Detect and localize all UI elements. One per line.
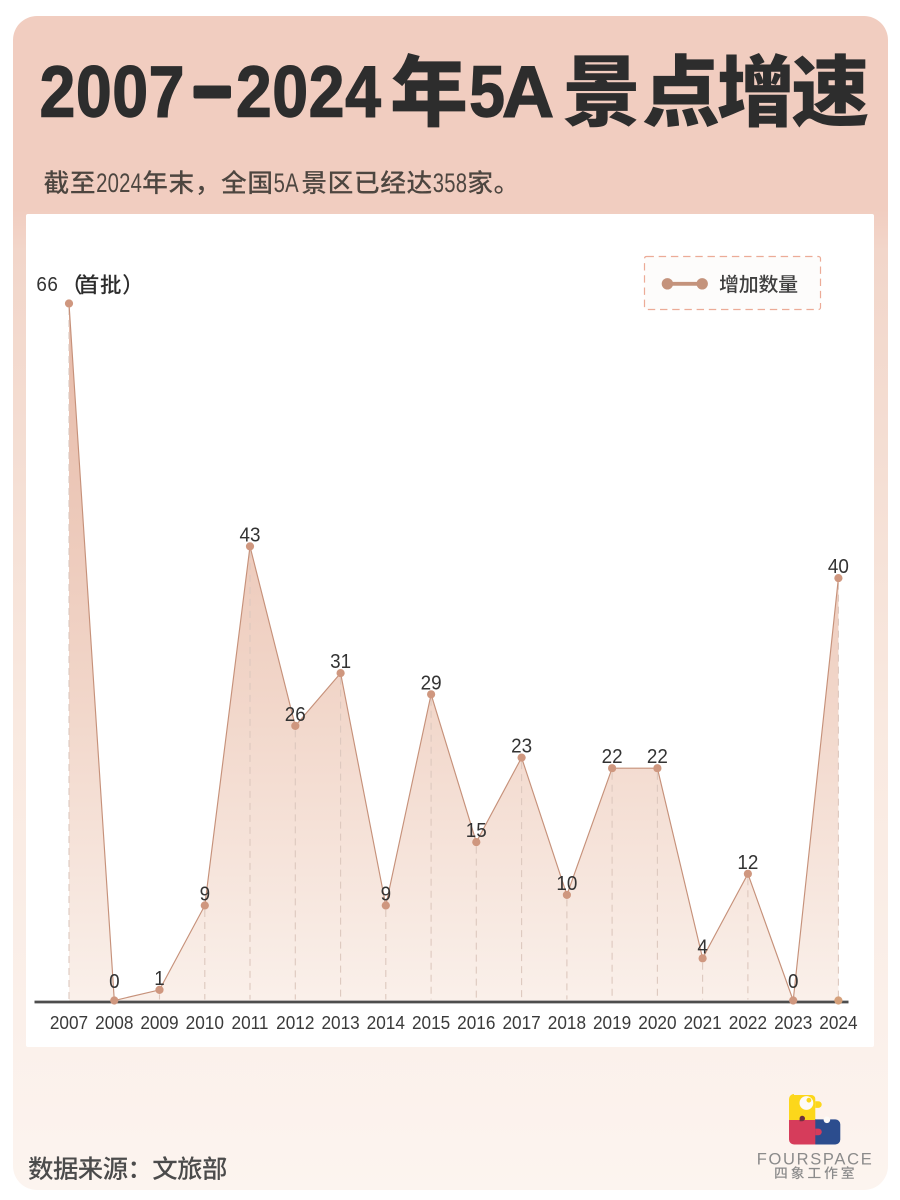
svg-text:22: 22: [647, 746, 668, 769]
svg-text:0: 0: [108, 168, 119, 199]
svg-text:3: 3: [433, 168, 444, 199]
svg-text:5: 5: [469, 52, 505, 132]
svg-text:23: 23: [511, 735, 532, 758]
svg-text:2009: 2009: [140, 1013, 178, 1034]
svg-text:2008: 2008: [95, 1013, 133, 1034]
svg-text:4: 4: [697, 936, 708, 959]
svg-text:2: 2: [40, 52, 76, 132]
svg-text:2018: 2018: [548, 1013, 586, 1034]
svg-text:15: 15: [466, 819, 487, 842]
svg-text:2020: 2020: [638, 1013, 676, 1034]
svg-text:2016: 2016: [457, 1013, 495, 1034]
svg-text:2015: 2015: [412, 1013, 450, 1034]
svg-text:2023: 2023: [774, 1013, 812, 1034]
svg-text:40: 40: [828, 555, 849, 578]
svg-text:0: 0: [109, 970, 120, 993]
svg-text:22: 22: [602, 746, 623, 769]
svg-text:12: 12: [737, 851, 758, 874]
svg-text:A: A: [502, 52, 554, 132]
svg-text:4: 4: [345, 52, 381, 132]
svg-text:4: 4: [131, 168, 142, 199]
svg-text:2017: 2017: [502, 1013, 540, 1034]
svg-text:2011: 2011: [232, 1013, 269, 1034]
svg-text:9: 9: [200, 883, 211, 906]
svg-text:1: 1: [154, 967, 164, 990]
svg-text:A: A: [285, 168, 299, 199]
svg-text:2024: 2024: [819, 1013, 857, 1034]
svg-text:2012: 2012: [276, 1013, 314, 1034]
svg-text:31: 31: [330, 650, 351, 673]
svg-text:2019: 2019: [593, 1013, 631, 1034]
svg-text:8: 8: [456, 168, 467, 199]
svg-text:2: 2: [236, 52, 272, 132]
svg-text:FOURSPACE: FOURSPACE: [757, 1150, 874, 1168]
svg-text:26: 26: [285, 703, 306, 726]
svg-text:2010: 2010: [186, 1013, 224, 1034]
svg-text:0: 0: [76, 52, 112, 132]
svg-text:6: 6: [36, 273, 47, 296]
svg-text:43: 43: [240, 524, 261, 547]
svg-text:2: 2: [96, 168, 107, 199]
svg-text:2: 2: [309, 52, 345, 132]
svg-text:7: 7: [149, 52, 185, 132]
svg-text:29: 29: [421, 672, 442, 695]
svg-text:10: 10: [556, 872, 577, 895]
svg-text:0: 0: [272, 52, 308, 132]
svg-text:5: 5: [444, 168, 455, 199]
svg-text:5: 5: [274, 168, 285, 199]
svg-text:6: 6: [47, 273, 58, 296]
svg-text:2021: 2021: [683, 1013, 721, 1034]
svg-text:2: 2: [119, 168, 130, 199]
svg-text:2013: 2013: [321, 1013, 359, 1034]
svg-text:0: 0: [788, 970, 799, 993]
svg-text:2022: 2022: [729, 1013, 767, 1034]
svg-text:2007: 2007: [50, 1013, 88, 1034]
svg-text:0: 0: [112, 52, 148, 132]
svg-text:2014: 2014: [367, 1013, 405, 1034]
svg-text:9: 9: [381, 883, 392, 906]
